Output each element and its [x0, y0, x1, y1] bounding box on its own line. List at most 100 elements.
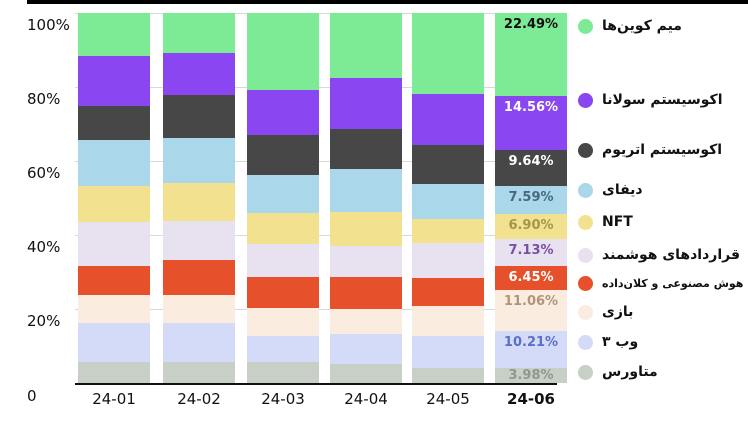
- bar-segment-defi-24-06[interactable]: [495, 185, 567, 214]
- bar-segment-meme-coins-24-04[interactable]: [330, 13, 402, 78]
- bar-segment-smart-contracts-24-03[interactable]: [247, 244, 319, 278]
- bar-segment-solana-ecosystem-24-02[interactable]: [163, 52, 235, 95]
- legend-dot-smart-contracts: [578, 247, 593, 263]
- x-axis-label-24-05: 24-05: [426, 390, 470, 408]
- x-axis-label-24-01: 24-01: [92, 390, 136, 408]
- bar-segment-ai-big-data-24-02[interactable]: [163, 260, 235, 295]
- bar-segment-ai-big-data-24-05[interactable]: [412, 277, 484, 306]
- legend-item-ai-big-data[interactable]: هوش مصنوعی و کلان‌داده: [578, 272, 743, 294]
- bar-segment-gaming-24-06[interactable]: [495, 289, 567, 331]
- bar-segment-gaming-24-04[interactable]: [330, 309, 402, 335]
- bar-segment-metaverse-24-06[interactable]: [495, 368, 567, 384]
- y-axis-tick-label: 80%: [27, 90, 61, 108]
- bar-segment-ai-big-data-24-01[interactable]: [78, 266, 150, 296]
- bar-segment-meme-coins-24-01[interactable]: [78, 13, 150, 57]
- legend-item-solana-ecosystem[interactable]: اکوسیستم سولانا: [578, 89, 723, 111]
- bar-segment-web3-24-04[interactable]: [330, 334, 402, 364]
- legend-item-ethereum-ecosystem[interactable]: اکوسیستم اتریوم: [578, 139, 722, 161]
- legend-item-metaverse[interactable]: متاورس: [578, 361, 658, 383]
- bar-segment-web3-24-01[interactable]: [78, 323, 150, 363]
- bar-segment-web3-24-05[interactable]: [412, 336, 484, 369]
- bar-segment-gaming-24-05[interactable]: [412, 305, 484, 336]
- bar-segment-ethereum-ecosystem-24-01[interactable]: [78, 106, 150, 140]
- y-axis-tick-label: 60%: [27, 164, 61, 182]
- legend-label-smart-contracts: قراردادهای هوشمند: [602, 247, 741, 263]
- bar-segment-smart-contracts-24-06[interactable]: [495, 239, 567, 266]
- segment-value-label-ethereum-ecosystem: 9.64%: [508, 154, 554, 170]
- bar-segment-ethereum-ecosystem-24-05[interactable]: [412, 144, 484, 184]
- bar-segment-ai-big-data-24-04[interactable]: [330, 277, 402, 309]
- bar-segment-metaverse-24-03[interactable]: [247, 361, 319, 383]
- legend-item-web3[interactable]: وب ۳: [578, 331, 638, 353]
- bar-segment-defi-24-02[interactable]: [163, 137, 235, 184]
- x-axis-line: [75, 383, 557, 385]
- bar-segment-solana-ecosystem-24-01[interactable]: [78, 56, 150, 107]
- bar-segment-defi-24-04[interactable]: [330, 168, 402, 212]
- y-axis-tick-label: 40%: [27, 238, 61, 256]
- bar-segment-web3-24-06[interactable]: [495, 330, 567, 369]
- bar-segment-nft-24-04[interactable]: [330, 211, 402, 247]
- x-axis-label-24-03: 24-03: [261, 390, 305, 408]
- bar-segment-solana-ecosystem-24-05[interactable]: [412, 93, 484, 145]
- x-axis-label-24-04: 24-04: [344, 390, 388, 408]
- bar-segment-nft-24-03[interactable]: [247, 213, 319, 245]
- x-axis-label-24-02: 24-02: [177, 390, 221, 408]
- x-axis-label-24-06: 24-06: [507, 390, 555, 408]
- legend-item-meme-coins[interactable]: میم کوین‌ها: [578, 15, 682, 37]
- bar-segment-metaverse-24-05[interactable]: [412, 368, 484, 383]
- bar-segment-web3-24-03[interactable]: [247, 335, 319, 362]
- bar-segment-defi-24-03[interactable]: [247, 175, 319, 214]
- bar-segment-web3-24-02[interactable]: [163, 323, 235, 362]
- legend-item-defi[interactable]: دیفای: [578, 179, 643, 201]
- legend-label-nft: NFT: [602, 214, 633, 230]
- legend-item-gaming[interactable]: بازی: [578, 301, 633, 323]
- bar-segment-solana-ecosystem-24-03[interactable]: [247, 89, 319, 136]
- bar-segment-ethereum-ecosystem-24-03[interactable]: [247, 135, 319, 176]
- bar-segment-metaverse-24-02[interactable]: [163, 361, 235, 383]
- bar-segment-smart-contracts-24-01[interactable]: [78, 222, 150, 267]
- gridline-60: [75, 161, 566, 162]
- bar-segment-meme-coins-24-06[interactable]: [495, 13, 567, 97]
- bar-segment-metaverse-24-01[interactable]: [78, 362, 150, 383]
- bar-segment-meme-coins-24-02[interactable]: [163, 13, 235, 53]
- bar-segment-ai-big-data-24-06[interactable]: [495, 265, 567, 290]
- bar-segment-defi-24-05[interactable]: [412, 183, 484, 220]
- bar-segment-smart-contracts-24-02[interactable]: [163, 220, 235, 261]
- legend-dot-ai-big-data: [578, 275, 593, 291]
- bar-segment-ethereum-ecosystem-24-06[interactable]: [495, 150, 567, 186]
- segment-value-label-smart-contracts: 7.13%: [508, 243, 554, 259]
- bar-segment-meme-coins-24-03[interactable]: [247, 13, 319, 90]
- legend-label-meme-coins: میم کوین‌ها: [602, 18, 682, 34]
- segment-value-label-solana-ecosystem: 14.56%: [503, 100, 559, 116]
- segment-value-label-defi: 7.59%: [508, 189, 554, 205]
- bar-segment-ethereum-ecosystem-24-04[interactable]: [330, 128, 402, 169]
- legend-dot-defi: [578, 182, 593, 198]
- y-axis-tick-label: 100%: [27, 16, 70, 34]
- legend-label-ethereum-ecosystem: اکوسیستم اتریوم: [602, 142, 723, 158]
- gridline-20: [75, 309, 566, 310]
- legend-label-web3: وب ۳: [602, 334, 639, 350]
- bar-segment-ai-big-data-24-03[interactable]: [247, 277, 319, 308]
- bar-segment-metaverse-24-04[interactable]: [330, 363, 402, 383]
- bar-segment-solana-ecosystem-24-04[interactable]: [330, 77, 402, 129]
- bar-segment-gaming-24-03[interactable]: [247, 307, 319, 336]
- segment-value-label-metaverse: 3.98%: [508, 367, 554, 383]
- gridline-100: [75, 13, 566, 14]
- legend-item-nft[interactable]: NFT: [578, 211, 633, 233]
- bar-segment-smart-contracts-24-04[interactable]: [330, 246, 402, 278]
- bar-segment-gaming-24-02[interactable]: [163, 294, 235, 324]
- bar-segment-meme-coins-24-05[interactable]: [412, 13, 484, 94]
- bar-segment-ethereum-ecosystem-24-02[interactable]: [163, 94, 235, 138]
- bar-segment-nft-24-02[interactable]: [163, 183, 235, 221]
- bar-segment-smart-contracts-24-05[interactable]: [412, 242, 484, 278]
- legend-item-smart-contracts[interactable]: قراردادهای هوشمند: [578, 244, 740, 266]
- bar-segment-gaming-24-01[interactable]: [78, 295, 150, 324]
- bar-segment-nft-24-06[interactable]: [495, 213, 567, 240]
- bar-segment-nft-24-01[interactable]: [78, 186, 150, 223]
- gridline-40: [75, 235, 566, 236]
- bar-segment-nft-24-05[interactable]: [412, 219, 484, 243]
- bar-segment-solana-ecosystem-24-06[interactable]: [495, 96, 567, 151]
- legend-dot-web3: [578, 334, 593, 350]
- bar-segment-defi-24-01[interactable]: [78, 139, 150, 187]
- legend-label-gaming: بازی: [602, 304, 634, 320]
